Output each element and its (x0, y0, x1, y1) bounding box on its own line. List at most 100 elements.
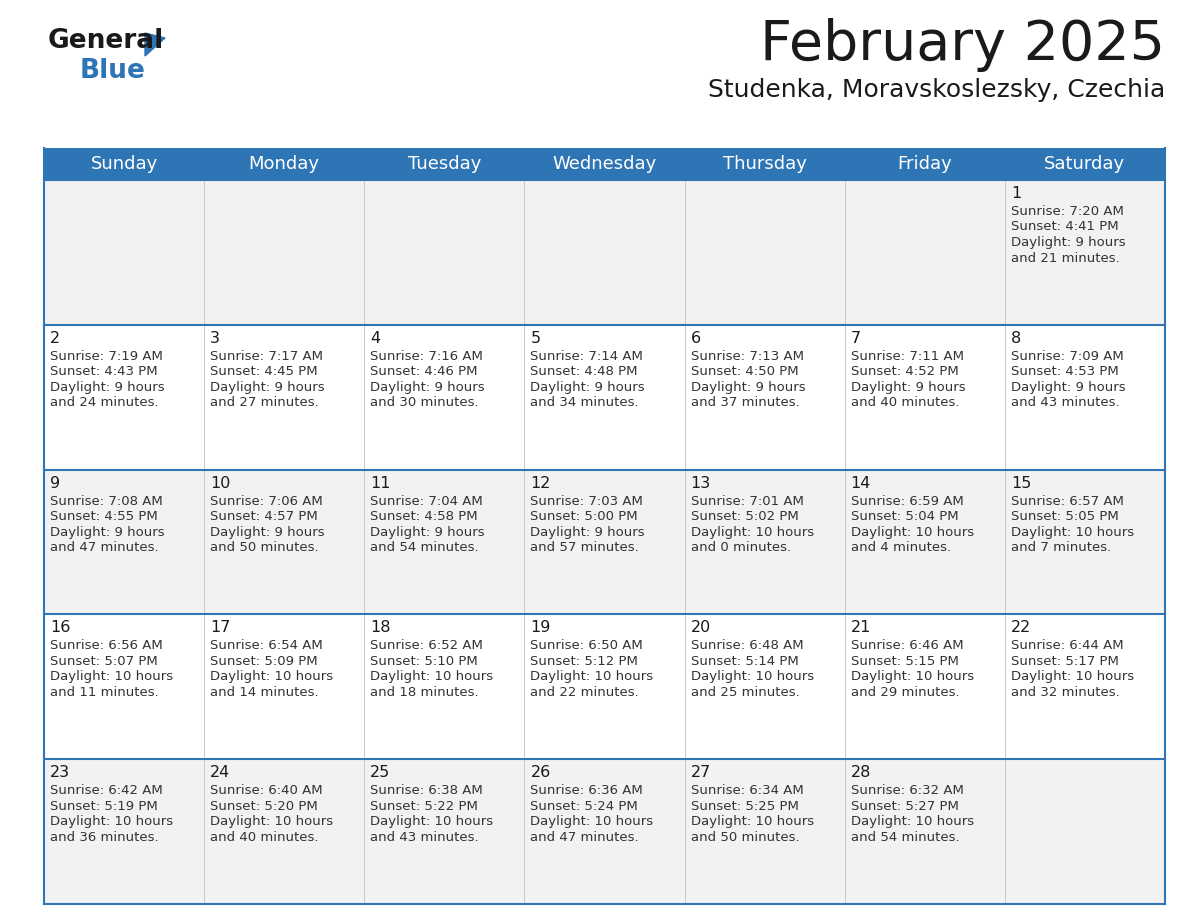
Text: and 54 minutes.: and 54 minutes. (851, 831, 960, 844)
Text: and 4 minutes.: and 4 minutes. (851, 541, 950, 554)
Text: and 24 minutes.: and 24 minutes. (50, 397, 159, 409)
Text: Sunrise: 7:20 AM: Sunrise: 7:20 AM (1011, 205, 1124, 218)
Bar (44, 470, 1165, 614)
Text: and 50 minutes.: and 50 minutes. (210, 541, 318, 554)
Bar (44, 148, 1165, 180)
Text: Sunset: 4:50 PM: Sunset: 4:50 PM (690, 365, 798, 378)
Text: Daylight: 9 hours: Daylight: 9 hours (210, 526, 324, 539)
Text: Sunrise: 7:04 AM: Sunrise: 7:04 AM (371, 495, 484, 508)
Text: Sunset: 5:12 PM: Sunset: 5:12 PM (530, 655, 638, 668)
Text: Saturday: Saturday (1044, 155, 1125, 173)
Text: Sunrise: 7:03 AM: Sunrise: 7:03 AM (530, 495, 644, 508)
Text: Sunrise: 6:46 AM: Sunrise: 6:46 AM (851, 640, 963, 653)
Text: Daylight: 9 hours: Daylight: 9 hours (1011, 236, 1125, 249)
Text: and 40 minutes.: and 40 minutes. (210, 831, 318, 844)
Text: Daylight: 9 hours: Daylight: 9 hours (50, 381, 165, 394)
Text: 19: 19 (530, 621, 551, 635)
Text: Daylight: 10 hours: Daylight: 10 hours (371, 670, 493, 683)
Text: Sunset: 5:05 PM: Sunset: 5:05 PM (1011, 510, 1119, 523)
Text: 22: 22 (1011, 621, 1031, 635)
Bar (44, 759, 1165, 904)
Text: 24: 24 (210, 766, 230, 780)
Text: and 43 minutes.: and 43 minutes. (371, 831, 479, 844)
Text: and 11 minutes.: and 11 minutes. (50, 686, 159, 699)
Text: Sunrise: 6:36 AM: Sunrise: 6:36 AM (530, 784, 643, 797)
Text: Daylight: 10 hours: Daylight: 10 hours (371, 815, 493, 828)
Text: Sunset: 4:48 PM: Sunset: 4:48 PM (530, 365, 638, 378)
Polygon shape (145, 33, 165, 56)
Text: Daylight: 10 hours: Daylight: 10 hours (690, 815, 814, 828)
Text: Sunset: 4:45 PM: Sunset: 4:45 PM (210, 365, 317, 378)
Text: Sunrise: 6:56 AM: Sunrise: 6:56 AM (50, 640, 163, 653)
Text: Sunday: Sunday (90, 155, 158, 173)
Text: Sunrise: 7:08 AM: Sunrise: 7:08 AM (50, 495, 163, 508)
Text: 11: 11 (371, 476, 391, 490)
Text: Sunset: 4:55 PM: Sunset: 4:55 PM (50, 510, 158, 523)
Text: and 0 minutes.: and 0 minutes. (690, 541, 791, 554)
Text: Sunrise: 6:50 AM: Sunrise: 6:50 AM (530, 640, 643, 653)
Text: Daylight: 9 hours: Daylight: 9 hours (210, 381, 324, 394)
Text: and 30 minutes.: and 30 minutes. (371, 397, 479, 409)
Text: and 25 minutes.: and 25 minutes. (690, 686, 800, 699)
Text: Sunrise: 7:11 AM: Sunrise: 7:11 AM (851, 350, 963, 363)
Text: and 57 minutes.: and 57 minutes. (530, 541, 639, 554)
Text: and 47 minutes.: and 47 minutes. (50, 541, 159, 554)
Text: and 22 minutes.: and 22 minutes. (530, 686, 639, 699)
Text: Sunset: 4:41 PM: Sunset: 4:41 PM (1011, 220, 1118, 233)
Text: Sunset: 5:07 PM: Sunset: 5:07 PM (50, 655, 158, 668)
Text: Sunset: 5:10 PM: Sunset: 5:10 PM (371, 655, 478, 668)
Text: 5: 5 (530, 330, 541, 346)
Text: and 21 minutes.: and 21 minutes. (1011, 252, 1119, 264)
Text: Tuesday: Tuesday (407, 155, 481, 173)
Text: Sunset: 5:25 PM: Sunset: 5:25 PM (690, 800, 798, 812)
Text: Daylight: 10 hours: Daylight: 10 hours (1011, 526, 1135, 539)
Text: Daylight: 9 hours: Daylight: 9 hours (530, 381, 645, 394)
Text: Sunrise: 6:48 AM: Sunrise: 6:48 AM (690, 640, 803, 653)
Text: Sunrise: 6:38 AM: Sunrise: 6:38 AM (371, 784, 484, 797)
Text: Daylight: 10 hours: Daylight: 10 hours (851, 815, 974, 828)
Text: Sunset: 5:20 PM: Sunset: 5:20 PM (210, 800, 318, 812)
Text: Sunrise: 7:17 AM: Sunrise: 7:17 AM (210, 350, 323, 363)
Text: Studenka, Moravskoslezsky, Czechia: Studenka, Moravskoslezsky, Czechia (708, 78, 1165, 102)
Text: 28: 28 (851, 766, 871, 780)
Text: Sunrise: 6:54 AM: Sunrise: 6:54 AM (210, 640, 323, 653)
Text: Sunset: 5:24 PM: Sunset: 5:24 PM (530, 800, 638, 812)
Text: Daylight: 9 hours: Daylight: 9 hours (690, 381, 805, 394)
Text: and 34 minutes.: and 34 minutes. (530, 397, 639, 409)
Text: Daylight: 10 hours: Daylight: 10 hours (530, 670, 653, 683)
Text: Daylight: 9 hours: Daylight: 9 hours (851, 381, 966, 394)
Text: Sunrise: 7:09 AM: Sunrise: 7:09 AM (1011, 350, 1124, 363)
Text: 17: 17 (210, 621, 230, 635)
Text: 25: 25 (371, 766, 391, 780)
Text: Daylight: 10 hours: Daylight: 10 hours (851, 526, 974, 539)
Text: and 37 minutes.: and 37 minutes. (690, 397, 800, 409)
Text: and 32 minutes.: and 32 minutes. (1011, 686, 1119, 699)
Text: Sunrise: 6:32 AM: Sunrise: 6:32 AM (851, 784, 963, 797)
Text: Sunrise: 6:57 AM: Sunrise: 6:57 AM (1011, 495, 1124, 508)
Text: Daylight: 10 hours: Daylight: 10 hours (530, 815, 653, 828)
Text: 6: 6 (690, 330, 701, 346)
Text: 8: 8 (1011, 330, 1022, 346)
Text: Daylight: 10 hours: Daylight: 10 hours (851, 670, 974, 683)
Text: Daylight: 9 hours: Daylight: 9 hours (1011, 381, 1125, 394)
Text: 14: 14 (851, 476, 871, 490)
Text: 16: 16 (50, 621, 70, 635)
Text: 1: 1 (1011, 186, 1022, 201)
Bar (44, 614, 1165, 759)
Text: and 18 minutes.: and 18 minutes. (371, 686, 479, 699)
Text: February 2025: February 2025 (760, 18, 1165, 72)
Text: 15: 15 (1011, 476, 1031, 490)
Text: Sunrise: 7:19 AM: Sunrise: 7:19 AM (50, 350, 163, 363)
Text: Sunset: 5:19 PM: Sunset: 5:19 PM (50, 800, 158, 812)
Text: Sunset: 4:52 PM: Sunset: 4:52 PM (851, 365, 959, 378)
Text: 23: 23 (50, 766, 70, 780)
Text: Sunrise: 6:44 AM: Sunrise: 6:44 AM (1011, 640, 1124, 653)
Text: Sunset: 4:46 PM: Sunset: 4:46 PM (371, 365, 478, 378)
Text: Sunset: 4:58 PM: Sunset: 4:58 PM (371, 510, 478, 523)
Text: Daylight: 9 hours: Daylight: 9 hours (50, 526, 165, 539)
Text: Daylight: 10 hours: Daylight: 10 hours (690, 670, 814, 683)
Text: Sunset: 4:53 PM: Sunset: 4:53 PM (1011, 365, 1119, 378)
Text: Daylight: 10 hours: Daylight: 10 hours (210, 670, 334, 683)
Text: and 54 minutes.: and 54 minutes. (371, 541, 479, 554)
Text: Sunset: 5:14 PM: Sunset: 5:14 PM (690, 655, 798, 668)
